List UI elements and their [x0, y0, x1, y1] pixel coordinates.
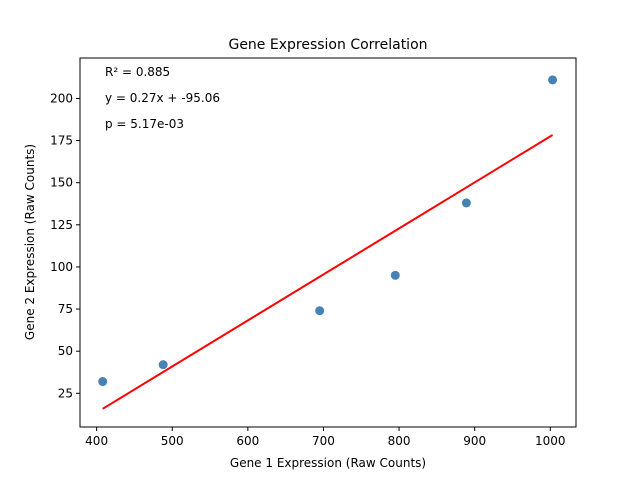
y-tick-label: 100 — [50, 260, 73, 274]
y-tick-label: 150 — [50, 176, 73, 190]
x-tick-label: 400 — [85, 434, 108, 448]
y-tick-label: 200 — [50, 91, 73, 105]
stat-annotation: R² = 0.885 — [105, 65, 170, 79]
scatter-point — [548, 75, 558, 85]
y-tick-label: 75 — [58, 302, 73, 316]
annotations: R² = 0.885 y = 0.27x + -95.06 p = 5.17e-03 — [105, 65, 220, 131]
x-tick-label: 900 — [463, 434, 486, 448]
scatter-point — [390, 270, 400, 280]
y-tick-label: 125 — [50, 218, 73, 232]
y-axis-ticks: 25 50 75 100 125 150 175 200 — [50, 91, 80, 400]
x-tick-label: 700 — [312, 434, 335, 448]
y-tick-label: 175 — [50, 134, 73, 148]
scatter-point — [98, 377, 108, 387]
y-tick-label: 50 — [58, 344, 73, 358]
plot-frame — [79, 57, 577, 428]
scatter-point — [461, 198, 471, 208]
x-tick-label: 1000 — [535, 434, 566, 448]
x-tick-label: 500 — [161, 434, 184, 448]
x-tick-label: 800 — [388, 434, 411, 448]
plot-marks — [98, 75, 558, 410]
x-axis-ticks: 400 500 600 700 800 900 1000 — [85, 427, 566, 448]
y-tick-label: 25 — [58, 386, 73, 400]
scatter-point — [315, 306, 325, 316]
chart-title: Gene Expression Correlation — [228, 37, 427, 53]
x-tick-label: 600 — [236, 434, 259, 448]
regression-line — [102, 134, 554, 410]
y-axis-label: Gene 2 Expression (Raw Counts) — [23, 144, 37, 340]
scatter-point — [158, 360, 168, 370]
stat-annotation: p = 5.17e-03 — [105, 117, 184, 131]
x-axis-label: Gene 1 Expression (Raw Counts) — [230, 456, 426, 470]
stat-annotation: y = 0.27x + -95.06 — [105, 91, 220, 105]
